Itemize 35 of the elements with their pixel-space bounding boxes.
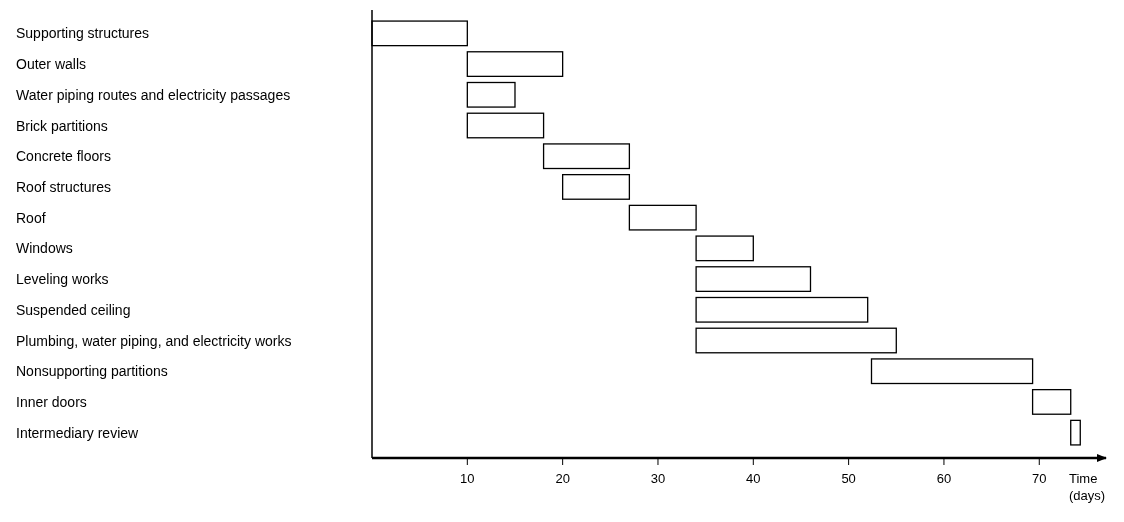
x-tick-label: 70 (1032, 471, 1047, 486)
y-tick-label: Roof structures (16, 178, 111, 195)
y-tick-label: Intermediary review (16, 424, 140, 441)
bar (695, 266, 812, 293)
bar (466, 112, 545, 139)
bar (562, 173, 631, 200)
x-tick-label: 30 (650, 471, 666, 486)
bar (695, 296, 869, 323)
bar (466, 81, 516, 108)
x-tick-label: 10 (460, 471, 475, 486)
y-tick-label: Windows (16, 240, 73, 257)
y-tick-label: Leveling works (16, 271, 109, 288)
y-tick-label: Nonsupporting partitions (16, 363, 168, 380)
y-tick-label: Suspended ceiling (16, 301, 131, 318)
bar (695, 327, 897, 354)
x-axis-title: Time (days) (1069, 471, 1106, 503)
bar (628, 204, 697, 231)
bar (542, 143, 631, 170)
bar (1031, 388, 1072, 415)
y-tick-label: Roof (16, 209, 46, 226)
x-tick-label: 50 (841, 471, 856, 486)
y-tick-label: Plumbing, water piping, and electricity works (16, 332, 292, 349)
x-tick-label: 60 (936, 471, 952, 486)
x-tick-label: 40 (746, 471, 761, 486)
x-tick-label: 20 (555, 471, 570, 486)
y-tick-label: Inner doors (16, 393, 87, 410)
y-tick-label: Supporting structures (16, 25, 150, 42)
y-tick-label: Brick partitions (16, 117, 108, 134)
bar (1070, 419, 1081, 446)
y-tick-label: Concrete floors (16, 148, 111, 165)
bar (870, 358, 1034, 385)
bar (466, 51, 564, 78)
y-tick-label: Water piping routes and electricity passages (16, 86, 291, 103)
bar (695, 235, 754, 262)
y-tick-label: Outer walls (16, 56, 87, 73)
